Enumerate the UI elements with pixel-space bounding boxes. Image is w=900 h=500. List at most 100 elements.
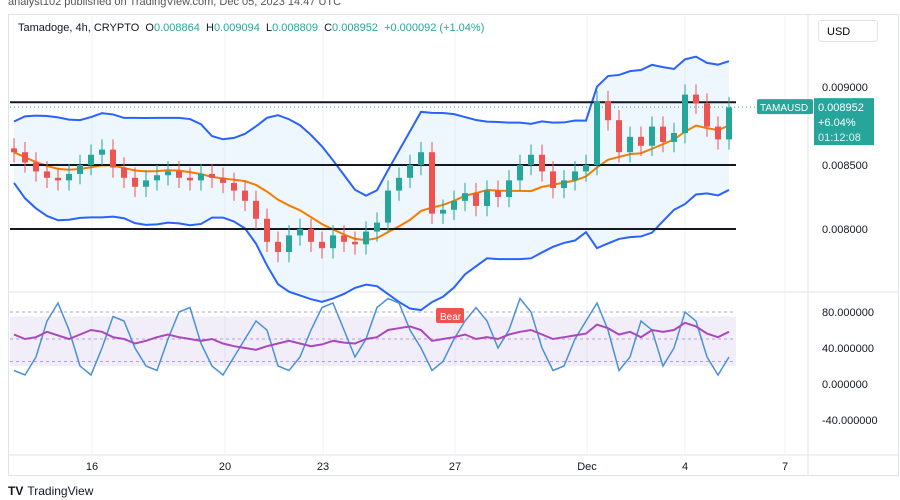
candle-body: [220, 177, 226, 183]
oscillator-tick-label: 0.000000: [822, 379, 868, 391]
rsi-line: [13, 321, 730, 351]
brand-text: TradingView: [27, 484, 94, 498]
candle-body: [539, 154, 545, 172]
candle-body: [682, 94, 688, 133]
price-tag-countdown: 01:12:08: [818, 132, 861, 144]
rsi-band: [10, 316, 736, 366]
open-label: O: [145, 22, 154, 34]
open-value: 0.008864: [153, 22, 200, 34]
ohlc-legend: Tamadoge, 4h, CRYPTO O0.008864 H0.009094…: [18, 22, 484, 34]
candle-body: [319, 241, 325, 249]
oscillator-tick-label: 80.000000: [822, 307, 874, 319]
high-label: H: [205, 22, 214, 34]
time-tick-label: 20: [219, 461, 231, 473]
candle-body: [495, 190, 501, 197]
candle-body: [286, 235, 292, 253]
candle-body: [418, 152, 424, 165]
candle-body: [550, 171, 556, 189]
price-tag: [814, 98, 874, 146]
candle-body: [231, 182, 237, 191]
candle-body: [605, 101, 611, 121]
time-tick-label: Dec: [577, 461, 597, 473]
close-value: 0.008952: [332, 22, 378, 34]
price-tag-price: 0.008952: [818, 102, 864, 114]
candle-body: [506, 180, 512, 197]
candle-body: [671, 133, 677, 142]
candle-body: [297, 229, 303, 236]
candle-body: [330, 235, 336, 249]
candle-body: [473, 193, 479, 206]
candle-body: [616, 120, 622, 153]
time-tick-label: 4: [682, 461, 688, 473]
candle-body: [22, 152, 28, 163]
candle-body: [407, 165, 413, 178]
candle-body: [154, 175, 160, 181]
candle-body: [275, 241, 281, 253]
candle-body: [253, 200, 259, 219]
currency-selector[interactable]: USD: [818, 20, 878, 42]
candle-body: [693, 94, 699, 104]
candle-body: [209, 173, 215, 178]
candle-body: [627, 136, 633, 153]
price-tag-change: +6.04%: [818, 117, 856, 129]
candle-body: [517, 165, 523, 181]
publisher-line: analyst102 published on TradingView.com,…: [8, 0, 342, 8]
candle-body: [99, 149, 105, 155]
candle-body: [66, 173, 72, 181]
low-label: L: [265, 22, 273, 34]
candle-body: [396, 177, 402, 191]
candle-body: [11, 148, 17, 153]
symbol-info: Tamadoge, 4h, CRYPTO: [18, 22, 140, 34]
candle-body: [121, 167, 127, 178]
tradingview-logo[interactable]: TV TradingView: [8, 484, 93, 498]
candle-body: [143, 180, 149, 187]
oscillator-tick-label: -40.000000: [822, 415, 878, 427]
candle-body: [363, 231, 369, 245]
tv-logo-icon: TV: [8, 484, 24, 498]
candle-body: [572, 171, 578, 181]
candle-body: [352, 241, 358, 245]
candle-body: [77, 165, 83, 174]
price-tick-label: 0.008000: [822, 224, 868, 236]
candle-body: [55, 177, 61, 181]
chart-frame: [8, 14, 899, 476]
candle-body: [660, 126, 666, 142]
bear-label-box: [436, 308, 464, 323]
bollinger-lower: [13, 182, 730, 312]
high-value: 0.009094: [213, 22, 260, 34]
price-tick-label: 0.009000: [822, 82, 868, 94]
candle-body: [594, 101, 600, 165]
candle-body: [264, 218, 270, 242]
time-tick-label: 27: [449, 461, 461, 473]
candle-body: [110, 149, 116, 168]
candle-body: [484, 190, 490, 206]
candle-body: [176, 171, 182, 178]
close-label: C: [324, 22, 333, 34]
candle-body: [198, 173, 204, 181]
change-value: +0.000092 (+1.04%): [384, 22, 485, 34]
time-tick-label: 23: [317, 461, 329, 473]
low-value: 0.008809: [272, 22, 318, 34]
candle-body: [44, 171, 50, 178]
candle-body: [374, 222, 380, 232]
candle-body: [341, 235, 347, 242]
bollinger-upper: [13, 55, 730, 197]
candle-body: [649, 126, 655, 146]
candle-body: [638, 136, 644, 146]
candle-body: [451, 200, 457, 210]
candle-body: [715, 126, 721, 140]
candle-body: [165, 171, 171, 176]
candle-body: [132, 177, 138, 187]
candle-body: [187, 177, 193, 181]
candle-body: [440, 209, 446, 214]
price-tick-label: 0.008500: [822, 160, 868, 172]
candle-body: [704, 103, 710, 127]
candle-body: [242, 190, 248, 201]
oscillator-tick-label: 40.000000: [822, 343, 874, 355]
candle-body: [429, 152, 435, 214]
symbol-tag: [757, 99, 813, 115]
candle-body: [33, 162, 39, 172]
candle-body: [88, 154, 94, 165]
candle-body: [583, 165, 589, 172]
